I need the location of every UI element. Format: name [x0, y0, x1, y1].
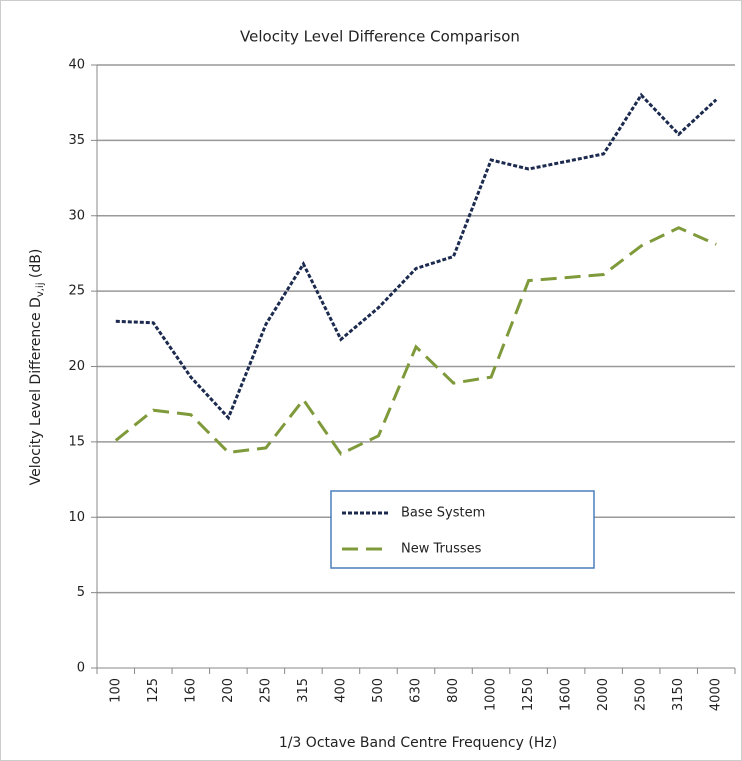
chart-title: Velocity Level Difference Comparison — [240, 28, 520, 46]
y-tick-label: 35 — [68, 133, 85, 148]
x-tick-label: 800 — [446, 678, 461, 703]
y-tick-label: 10 — [68, 510, 85, 525]
x-tick-label: 250 — [258, 678, 273, 703]
x-tick-label: 1250 — [521, 678, 536, 711]
x-tick-label: 3150 — [671, 678, 686, 711]
series-line — [115, 92, 718, 421]
y-tick-label: 25 — [68, 284, 85, 299]
legend-label: New Trusses — [401, 542, 482, 557]
y-label-unit: (dB) — [28, 249, 44, 283]
x-tick-label: 1600 — [559, 678, 574, 711]
y-tick-label: 15 — [68, 434, 85, 449]
x-tick-label: 315 — [296, 678, 311, 703]
x-tick-label: 2000 — [596, 678, 611, 711]
x-tick-label: 200 — [221, 678, 236, 703]
y-label-sub: v,ij — [35, 283, 46, 298]
x-tick-label: 100 — [108, 678, 123, 703]
y-tick-label: 40 — [68, 58, 85, 73]
x-tick-label: 2500 — [634, 678, 649, 711]
y-tick-label: 30 — [68, 208, 85, 223]
y-axis-label: Velocity Level Difference Dv,ij (dB) — [28, 249, 46, 486]
x-tick-label: 500 — [371, 678, 386, 703]
x-tick-label: 160 — [183, 678, 198, 703]
series-line — [114, 226, 717, 456]
legend-box — [330, 490, 595, 569]
y-label-main: Velocity Level Difference D — [28, 297, 44, 485]
x-tick-label: 400 — [333, 678, 348, 703]
x-axis-label: 1/3 Octave Band Centre Frequency (Hz) — [279, 735, 557, 751]
x-tick-label: 630 — [409, 678, 424, 703]
y-tick-label: 0 — [77, 661, 85, 676]
y-tick-label: 20 — [68, 359, 85, 374]
x-tick-label: 1000 — [484, 678, 499, 711]
x-tick-label: 125 — [146, 678, 161, 703]
y-tick-label: 5 — [77, 585, 85, 600]
x-tick-label: 4000 — [709, 678, 724, 711]
legend-label: Base System — [401, 506, 485, 521]
